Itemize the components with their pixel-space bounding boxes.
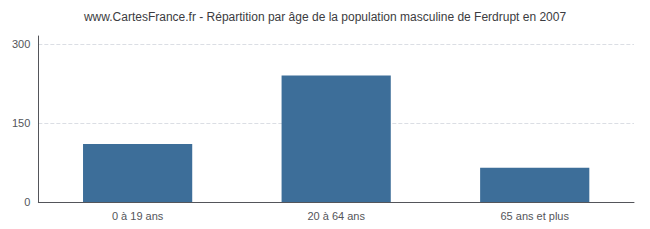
svg-text:65 ans et plus: 65 ans et plus — [500, 210, 569, 222]
svg-text:150: 150 — [12, 117, 30, 129]
svg-text:0: 0 — [24, 196, 30, 208]
svg-text:www.CartesFrance.fr - Répartit: www.CartesFrance.fr - Répartition par âg… — [83, 10, 567, 24]
svg-text:0 à 19 ans: 0 à 19 ans — [112, 210, 164, 222]
svg-text:300: 300 — [12, 38, 30, 50]
svg-text:20 à 64 ans: 20 à 64 ans — [307, 210, 365, 222]
